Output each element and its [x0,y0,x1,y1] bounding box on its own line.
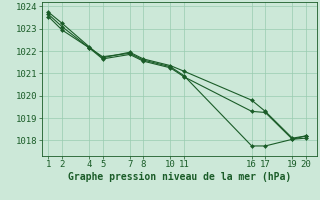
X-axis label: Graphe pression niveau de la mer (hPa): Graphe pression niveau de la mer (hPa) [68,172,291,182]
